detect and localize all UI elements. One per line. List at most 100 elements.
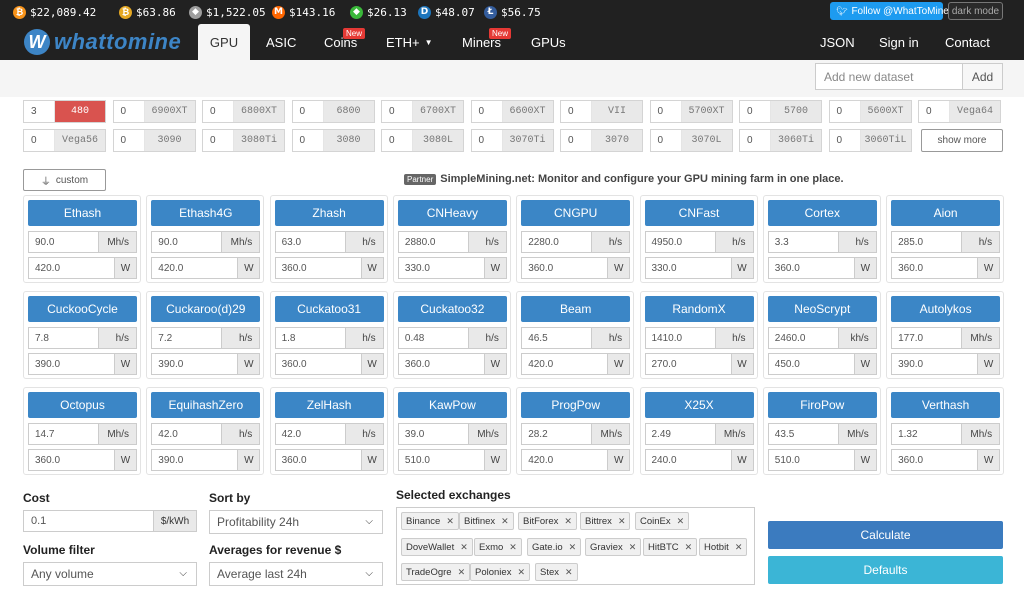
algorithm-toggle-button[interactable]: KawPow [397, 392, 507, 418]
power-input[interactable]: 390.0 [35, 358, 61, 370]
gpu-quantity-input[interactable]: 0 [561, 101, 592, 122]
algorithm-toggle-button[interactable]: Beam [521, 296, 631, 322]
hashrate-input[interactable]: 0.48 [404, 332, 425, 344]
remove-exchange-icon[interactable]: ✕ [684, 541, 693, 552]
cost-input[interactable]: 0.1 [23, 510, 154, 532]
gpu-selector[interactable]: 0 6800 [291, 100, 375, 123]
hashrate-input[interactable]: 177.0 [898, 332, 924, 344]
power-input[interactable]: 390.0 [158, 454, 184, 466]
hashrate-input[interactable]: 43.5 [774, 428, 795, 440]
hashrate-input[interactable]: 39.0 [404, 428, 425, 440]
volume-filter-select[interactable]: Any volume ⌵ [23, 562, 197, 586]
gpu-selector[interactable]: 0 5600XT [828, 100, 912, 123]
algorithm-toggle-button[interactable]: ZelHash [274, 392, 384, 418]
power-input[interactable]: 330.0 [404, 262, 430, 274]
power-input[interactable]: 390.0 [898, 358, 924, 370]
gpu-model-label[interactable]: 3090 [144, 130, 195, 151]
nav-signin-link[interactable]: Sign in [879, 34, 919, 50]
gpu-selector[interactable]: 0 VII [560, 100, 643, 123]
gpu-selector[interactable]: 0 3060Ti [739, 129, 822, 152]
calculate-button[interactable]: Calculate [768, 521, 1003, 549]
gpu-model-label[interactable]: 3060TiL [860, 130, 911, 151]
nav-tab-ethplus[interactable]: ETH+ ▼ [386, 24, 433, 60]
power-input[interactable]: 450.0 [774, 358, 800, 370]
power-input[interactable]: 360.0 [35, 454, 61, 466]
gpu-quantity-input[interactable]: 0 [740, 130, 771, 151]
gpu-quantity-input[interactable]: 0 [651, 130, 682, 151]
gpu-model-label[interactable]: 3060Ti [771, 130, 821, 151]
gpu-model-label[interactable]: 480 [55, 101, 105, 122]
gpu-quantity-input[interactable]: 0 [651, 101, 682, 122]
remove-exchange-icon[interactable]: ✕ [460, 541, 468, 552]
gpu-quantity-input[interactable]: 0 [114, 130, 145, 151]
remove-exchange-icon[interactable]: ✕ [568, 541, 577, 552]
remove-exchange-icon[interactable]: ✕ [446, 515, 454, 526]
hashrate-input[interactable]: 42.0 [158, 428, 178, 440]
algorithm-toggle-button[interactable]: Cortex [767, 200, 877, 226]
algorithm-toggle-button[interactable]: CNHeavy [397, 200, 507, 226]
remove-exchange-icon[interactable]: ✕ [617, 515, 626, 526]
remove-exchange-icon[interactable]: ✕ [509, 541, 517, 552]
remove-exchange-icon[interactable]: ✕ [628, 541, 637, 552]
hashrate-input[interactable]: 28.2 [528, 428, 548, 440]
gpu-model-label[interactable]: 3080L [413, 130, 463, 151]
nav-contact-link[interactable]: Contact [945, 34, 990, 50]
gpu-selector[interactable]: 0 6700XT [381, 100, 464, 123]
power-input[interactable]: 240.0 [651, 454, 677, 466]
nav-json-link[interactable]: JSON [820, 34, 855, 50]
gpu-model-label[interactable]: Vega64 [950, 101, 1000, 122]
power-input[interactable]: 360.0 [281, 454, 307, 466]
algorithm-toggle-button[interactable]: Verthash [891, 392, 1001, 418]
power-input[interactable]: 360.0 [898, 454, 924, 466]
power-input[interactable]: 330.0 [651, 262, 677, 274]
gpu-quantity-input[interactable]: 0 [830, 101, 861, 122]
algorithm-toggle-button[interactable]: Zhash [274, 200, 384, 226]
dataset-add-button[interactable]: Add [962, 63, 1003, 90]
gpu-model-label[interactable]: 6800 [323, 101, 374, 122]
gpu-quantity-input[interactable]: 0 [114, 101, 145, 122]
power-input[interactable]: 390.0 [158, 358, 184, 370]
sort-by-select[interactable]: Profitability 24h ⌵ [209, 510, 383, 534]
hashrate-input[interactable]: 1.8 [281, 332, 296, 344]
gpu-selector[interactable]: 0 3070Ti [470, 129, 554, 152]
whattomine-logo[interactable]: W whattomine [24, 26, 181, 58]
hashrate-input[interactable]: 1410.0 [651, 332, 683, 344]
power-input[interactable]: 360.0 [281, 262, 307, 274]
power-input[interactable]: 360.0 [281, 358, 307, 370]
hashrate-input[interactable]: 90.0 [158, 236, 178, 248]
gpu-quantity-input[interactable]: 3 [24, 101, 55, 122]
gpu-selector[interactable]: 0 3080 [291, 129, 375, 152]
algorithm-toggle-button[interactable]: Ethash4G [151, 200, 261, 226]
hashrate-input[interactable]: 2880.0 [404, 236, 436, 248]
hashrate-input[interactable]: 2.49 [651, 428, 671, 440]
remove-exchange-icon[interactable]: ✕ [734, 541, 743, 552]
gpu-selector[interactable]: 0 6800XT [202, 100, 285, 123]
gpu-selector[interactable]: 0 6600XT [470, 100, 554, 123]
gpu-quantity-input[interactable]: 0 [472, 101, 503, 122]
nav-tab-gpus[interactable]: GPUs [531, 34, 566, 50]
hashrate-input[interactable]: 46.5 [528, 332, 548, 344]
hashrate-input[interactable]: 14.7 [35, 428, 55, 440]
gpu-quantity-input[interactable]: 0 [561, 130, 592, 151]
nav-tab-asic[interactable]: ASIC [266, 34, 297, 50]
gpu-model-label[interactable]: 6700XT [413, 101, 463, 122]
gpu-selector[interactable]: 0 5700 [739, 100, 822, 123]
gpu-selector[interactable]: 0 Vega56 [23, 129, 106, 152]
power-input[interactable]: 510.0 [774, 454, 800, 466]
hashrate-input[interactable]: 42.0 [281, 428, 302, 440]
gpu-model-label[interactable]: 3070 [592, 130, 642, 151]
gpu-selector[interactable]: 0 6900XT [112, 100, 196, 123]
power-input[interactable]: 420.0 [528, 454, 554, 466]
algorithm-toggle-button[interactable]: ProgPow [521, 392, 631, 418]
gpu-selector[interactable]: 0 3070L [649, 129, 733, 152]
gpu-selector[interactable]: 0 5700XT [649, 100, 733, 123]
gpu-model-label[interactable]: 5700 [771, 101, 821, 122]
twitter-follow-button[interactable]: 🐦︎ Follow @WhatToMine [830, 2, 949, 20]
custom-button[interactable]: ⏚ custom [23, 169, 106, 191]
hashrate-input[interactable]: 1.32 [898, 428, 918, 440]
gpu-model-label[interactable]: 6800XT [234, 101, 284, 122]
algorithm-toggle-button[interactable]: Octopus [28, 392, 137, 418]
hashrate-input[interactable]: 7.2 [158, 332, 173, 344]
gpu-quantity-input[interactable]: 0 [203, 101, 234, 122]
gpu-selector[interactable]: 0 3070 [560, 129, 643, 152]
